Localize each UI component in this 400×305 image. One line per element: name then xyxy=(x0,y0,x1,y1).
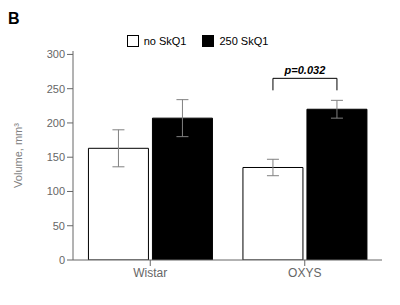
svg-text:p=0.032: p=0.032 xyxy=(284,64,326,76)
html-text:no SkQ1: no SkQ1 xyxy=(143,35,187,47)
svg-text:100: 100 xyxy=(47,185,65,197)
svg-text:150: 150 xyxy=(47,151,65,163)
svg-text:Wistar: Wistar xyxy=(133,266,167,280)
svg-text:0: 0 xyxy=(59,254,65,266)
svg-text:300: 300 xyxy=(47,48,65,60)
svg-text:50: 50 xyxy=(53,220,65,232)
svg-text:OXYS: OXYS xyxy=(288,266,321,280)
html-text:250 SkQ1: 250 SkQ1 xyxy=(219,35,269,47)
svg-text:250: 250 xyxy=(47,83,65,95)
svg-text:200: 200 xyxy=(47,117,65,129)
html-text:B: B xyxy=(8,10,20,27)
svg-text:Volume, mm³: Volume, mm³ xyxy=(12,123,24,188)
